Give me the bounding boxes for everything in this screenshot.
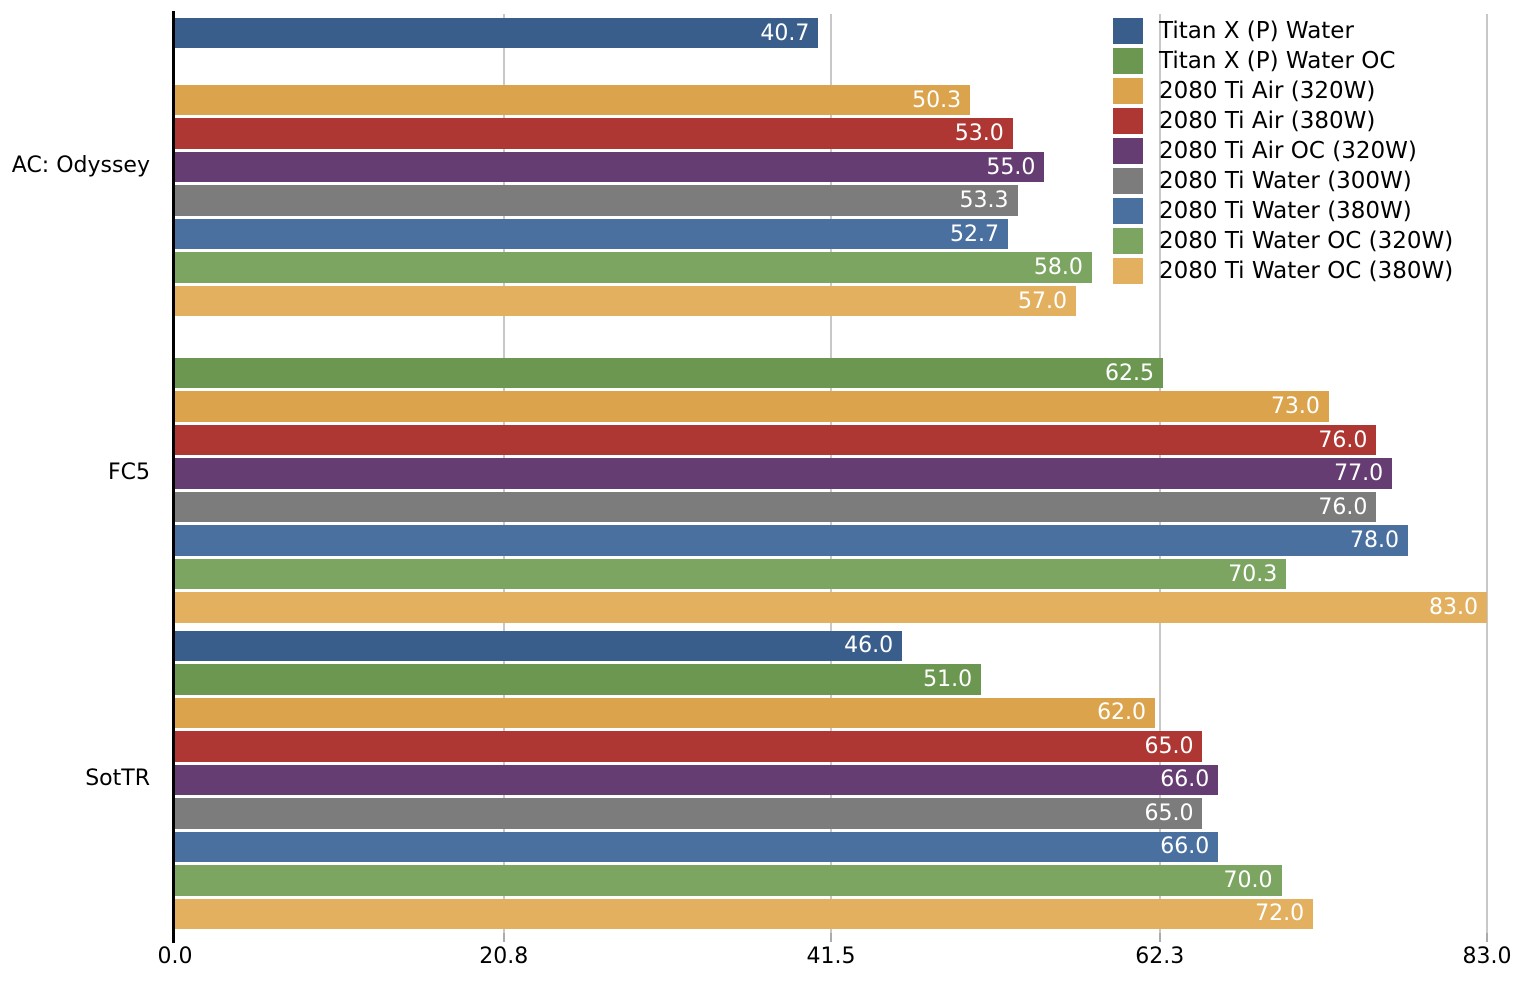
legend-label: 2080 Ti Air (380W) [1159,108,1376,134]
legend-item: 2080 Ti Water (380W) [1113,196,1453,226]
category-label: FC5 [107,459,150,485]
y-axis-line [172,11,175,943]
legend-item: Titan X (P) Water [1113,16,1453,46]
bar-fc5-series-4: 77.0 [175,458,1393,489]
x-tick-label: 83.0 [1462,944,1512,969]
bar-value-label: 65.0 [1144,800,1194,826]
legend-item: 2080 Ti Air (380W) [1113,106,1453,136]
bar-sottr-series-8: 72.0 [175,898,1314,930]
category-label: AC: Odyssey [11,153,150,179]
bar-ac-odyssey-series-8: 57.0 [175,285,1076,317]
legend-item: 2080 Ti Water OC (320W) [1113,226,1453,256]
bar-sottr-series-7: 70.0 [175,865,1282,896]
legend-item: 2080 Ti Air OC (320W) [1113,136,1453,166]
bar-fc5-series-3: 76.0 [175,424,1377,456]
legend-label: 2080 Ti Air OC (320W) [1159,138,1417,164]
legend-label: 2080 Ti Air (320W) [1159,78,1376,104]
legend-swatch [1113,78,1143,104]
legend-label: 2080 Ti Water OC (380W) [1159,258,1454,284]
bar-value-label: 83.0 [1429,595,1478,620]
bar-ac-odyssey-series-0: 40.7 [175,17,819,49]
bar-ac-odyssey-series-6: 52.7 [175,218,1009,250]
bar-ac-odyssey-series-4: 55.0 [175,151,1045,183]
bar-value-label: 62.5 [1104,360,1154,386]
bar-sottr-series-3: 65.0 [175,731,1203,762]
bar-value-label: 70.3 [1228,561,1278,587]
bar-value-label: 52.7 [950,221,1000,247]
bar-value-label: 70.0 [1223,867,1273,893]
bar-sottr-series-1: 51.0 [175,664,982,695]
bar-value-label: 66.0 [1160,834,1210,860]
bar-value-label: 58.0 [1033,255,1083,281]
legend-swatch [1113,258,1143,284]
bar-sottr-series-2: 62.0 [175,697,1156,729]
legend-item: 2080 Ti Water OC (380W) [1113,256,1453,286]
bar-value-label: 66.0 [1160,767,1210,793]
x-tick-label: 0.0 [157,944,193,969]
legend-item: 2080 Ti Water (300W) [1113,166,1453,196]
legend-swatch [1113,108,1143,134]
bar-fc5-series-1: 62.5 [175,357,1163,389]
legend-swatch [1113,18,1143,44]
legend-swatch [1113,228,1143,254]
bar-ac-odyssey-series-3: 53.0 [175,118,1013,149]
bar-value-label: 76.0 [1318,494,1368,520]
legend-label: 2080 Ti Water (300W) [1159,168,1412,194]
bar-fc5-series-7: 70.3 [175,558,1287,590]
bar-ac-odyssey-series-2: 50.3 [175,84,971,116]
legend-swatch [1113,48,1143,74]
bar-value-label: 40.7 [760,20,810,46]
legend-swatch [1113,168,1143,194]
bar-value-label: 77.0 [1334,461,1384,486]
x-tick-label: 41.5 [806,944,856,969]
bar-value-label: 78.0 [1349,528,1399,553]
bar-fc5-series-8: 83.0 [175,592,1487,623]
x-tick-mark [830,933,832,942]
bar-ac-odyssey-series-7: 58.0 [175,252,1092,283]
x-tick-mark [1486,933,1488,942]
gridline [1486,14,1488,933]
bar-value-label: 50.3 [912,87,962,113]
legend-label: 2080 Ti Water (380W) [1159,198,1412,224]
x-tick-mark [1158,933,1161,942]
legend-item: Titan X (P) Water OC [1113,46,1453,76]
bar-value-label: 76.0 [1318,427,1368,453]
bar-value-label: 53.0 [954,121,1004,147]
legend-label: 2080 Ti Water OC (320W) [1159,228,1454,254]
bar-sottr-series-5: 65.0 [175,798,1203,829]
legend-swatch [1113,138,1143,164]
bar-sottr-series-4: 66.0 [175,764,1219,796]
bar-ac-odyssey-series-5: 53.3 [175,185,1018,216]
bar-sottr-series-6: 66.0 [175,831,1219,863]
x-tick-label: 62.3 [1135,944,1185,969]
bar-value-label: 72.0 [1255,901,1305,927]
bar-value-label: 73.0 [1270,394,1320,419]
bar-fc5-series-2: 73.0 [175,391,1329,422]
bar-fc5-series-5: 76.0 [175,491,1377,523]
legend-item: 2080 Ti Air (320W) [1113,76,1453,106]
bar-value-label: 62.0 [1097,700,1147,726]
category-label: SotTR [85,765,150,791]
bar-value-label: 51.0 [923,666,973,692]
x-tick-mark [502,933,505,942]
bar-sottr-series-0: 46.0 [175,630,903,662]
bar-value-label: 57.0 [1018,288,1067,314]
bar-value-label: 65.0 [1144,733,1194,759]
bar-value-label: 55.0 [986,154,1036,180]
legend-label: Titan X (P) Water OC [1159,48,1396,74]
legend-label: Titan X (P) Water [1159,18,1354,44]
bar-value-label: 53.3 [959,188,1009,214]
legend: Titan X (P) Water Titan X (P) Water OC 208… [1113,16,1453,286]
x-tick-label: 20.8 [479,944,529,969]
bar-value-label: 46.0 [844,633,894,659]
bar-fc5-series-6: 78.0 [175,525,1408,556]
legend-swatch [1113,198,1143,224]
